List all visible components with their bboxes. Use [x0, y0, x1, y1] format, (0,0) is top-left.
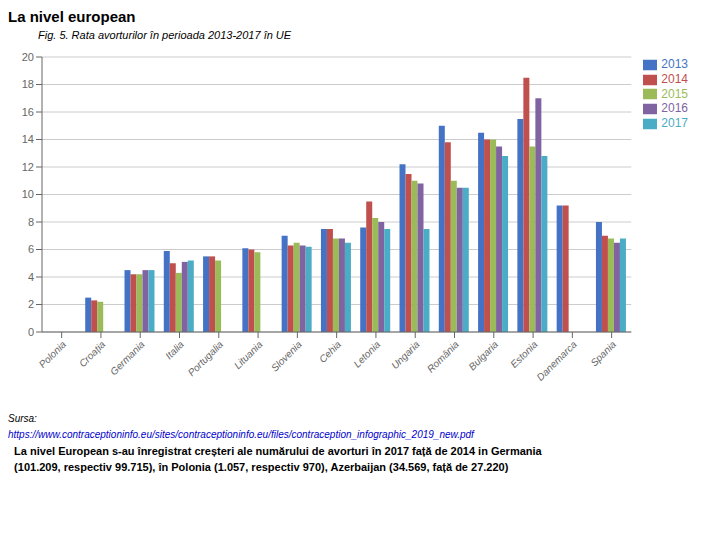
svg-text:Danemarca: Danemarca: [534, 338, 579, 383]
svg-text:Spania: Spania: [588, 338, 618, 368]
svg-text:Italia: Italia: [163, 338, 186, 361]
html-text:Fig. 5. Rata avorturilor în pe: Fig. 5. Rata avorturilor în perioada 201…: [38, 29, 292, 41]
svg-text:Letonia: Letonia: [351, 338, 382, 369]
svg-text:Germania: Germania: [108, 338, 147, 377]
svg-text:Slovenia: Slovenia: [269, 338, 304, 373]
svg-text:0: 0: [28, 326, 34, 338]
svg-text:Polonia: Polonia: [37, 338, 69, 370]
html-text:2015: 2015: [661, 86, 688, 101]
svg-text:Cehia: Cehia: [317, 338, 344, 365]
svg-text:4: 4: [28, 271, 34, 283]
svg-text:Estonia: Estonia: [508, 338, 540, 370]
html-text:https://www.contraceptioninfo.: https://www.contraceptioninfo.eu/sites/c…: [8, 429, 474, 440]
svg-text:14: 14: [22, 133, 34, 145]
html-text:La nivel european: La nivel european: [8, 8, 136, 25]
svg-text:6: 6: [28, 243, 34, 255]
svg-text:2: 2: [28, 298, 34, 310]
html-text:2016: 2016: [661, 101, 688, 116]
svg-text:România: România: [425, 338, 461, 374]
html-text:La nivel European s-au înregis: La nivel European s-au înregistrat creșt…: [8, 445, 542, 457]
svg-text:8: 8: [28, 216, 34, 228]
svg-text:Lituania: Lituania: [232, 338, 265, 371]
svg-text:Portugalia: Portugalia: [186, 338, 226, 378]
svg-text:Bulgaria: Bulgaria: [466, 338, 500, 372]
svg-text:Ungaria: Ungaria: [389, 338, 422, 371]
svg-text:20: 20: [22, 51, 34, 63]
svg-text:Croația: Croația: [77, 338, 108, 369]
html-text:2017: 2017: [661, 116, 688, 131]
html-text:2014: 2014: [661, 71, 688, 86]
svg-text:12: 12: [22, 161, 34, 173]
svg-text:18: 18: [22, 78, 34, 90]
svg-text:16: 16: [22, 106, 34, 118]
html-text:Sursa:: Sursa:: [8, 413, 40, 424]
html-text:2013: 2013: [661, 57, 688, 71]
svg-text:10: 10: [22, 188, 34, 200]
html-text:(101.209, respectiv 99.715), î: (101.209, respectiv 99.715), în Polonia …: [8, 461, 509, 473]
